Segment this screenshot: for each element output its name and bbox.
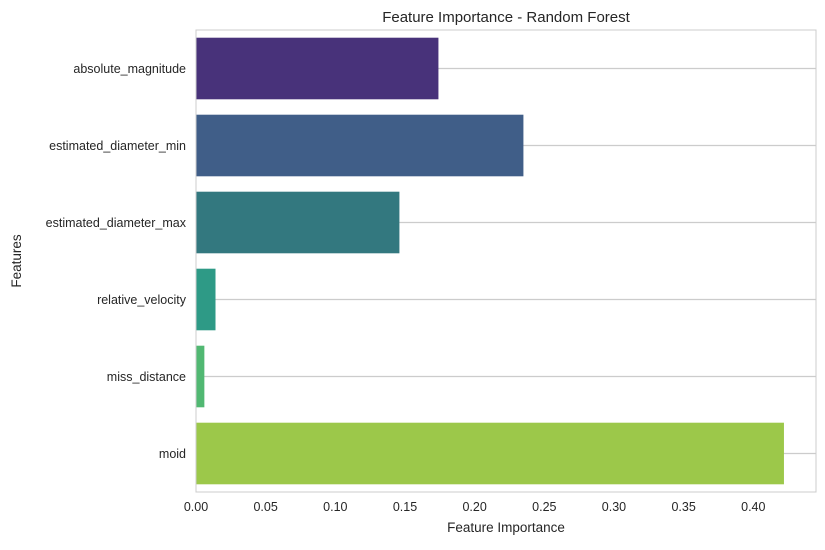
y-tick-label-estimated-diameter-max: estimated_diameter_max — [46, 216, 187, 230]
x-tick-label: 0.25 — [532, 500, 556, 514]
bars — [196, 37, 784, 485]
x-tick-label: 0.15 — [393, 500, 417, 514]
y-tick-label-miss-distance: miss_distance — [107, 370, 186, 384]
x-tick-label: 0.30 — [602, 500, 626, 514]
x-tick-label: 0.00 — [184, 500, 208, 514]
y-axis-title: Features — [9, 234, 24, 288]
y-tick-label-relative-velocity: relative_velocity — [97, 293, 187, 307]
x-tick-label: 0.10 — [323, 500, 347, 514]
bar-absolute-magnitude — [196, 37, 439, 100]
chart-title: Feature Importance - Random Forest — [382, 9, 630, 26]
x-axis-tick-labels: 0.00 0.05 0.10 0.15 0.20 0.25 0.30 0.35 0.40 — [184, 500, 766, 514]
x-tick-label: 0.40 — [741, 500, 765, 514]
y-tick-label-moid: moid — [159, 447, 186, 461]
x-tick-label: 0.20 — [462, 500, 486, 514]
y-tick-label-absolute-magnitude: absolute_magnitude — [73, 62, 186, 76]
bar-relative-velocity — [196, 268, 216, 331]
x-axis-title: Feature Importance — [447, 520, 565, 535]
bar-estimated-diameter-max — [196, 191, 400, 254]
bar-estimated-diameter-min — [196, 114, 524, 177]
y-tick-label-estimated-diameter-min: estimated_diameter_min — [49, 139, 186, 153]
bar-moid — [196, 422, 784, 485]
bar-miss-distance — [196, 345, 205, 408]
x-tick-label: 0.35 — [671, 500, 695, 514]
plot-frame — [195, 29, 817, 493]
y-axis-tick-labels: absolute_magnitude estimated_diameter_min… — [46, 62, 187, 461]
x-tick-label: 0.05 — [253, 500, 277, 514]
